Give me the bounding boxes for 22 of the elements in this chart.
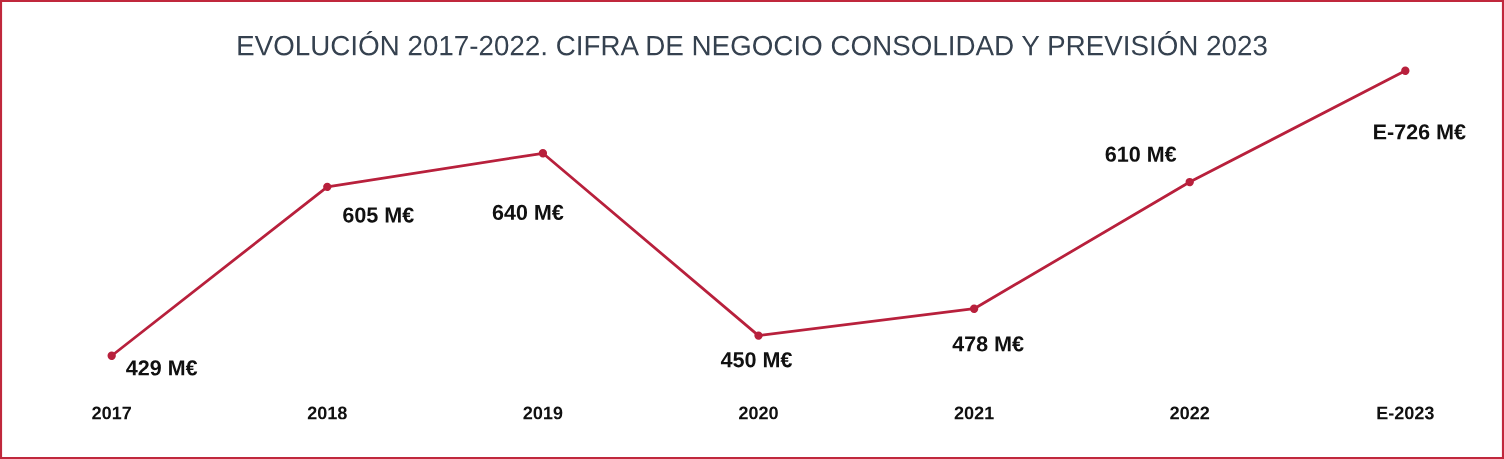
- point: [969, 304, 979, 313]
- x-tick-label: 2017: [92, 406, 131, 420]
- data-label: 478 M€: [952, 336, 1024, 352]
- data-label: 429 M€: [126, 360, 198, 376]
- data-label: E-726 M€: [1374, 124, 1466, 140]
- point: [1401, 66, 1410, 75]
- data-label: 640 M€: [492, 204, 564, 221]
- point: [754, 331, 763, 340]
- x-tick-label: 2022: [1170, 406, 1210, 420]
- chart-title: EVOLUCIÓN 2017-2022. CIFRA DE NEGOCIO CONSOLIDAD Y PREVISIÓN 2023: [238, 31, 1267, 56]
- x-tick-label: 2020: [739, 406, 778, 420]
- x-tick-label: 2021: [954, 406, 994, 420]
- point: [538, 149, 548, 158]
- data-label: 605 M€: [343, 207, 414, 223]
- point: [107, 351, 116, 360]
- point: [323, 182, 332, 192]
- x-tick-label: 2018: [307, 406, 347, 420]
- data-label: 450 M€: [720, 352, 793, 368]
- x-tick-label: 2019: [523, 406, 563, 420]
- data-label: 610 M€: [1105, 146, 1177, 162]
- point: [1185, 177, 1194, 187]
- x-tick-label: E-2023: [1377, 406, 1434, 420]
